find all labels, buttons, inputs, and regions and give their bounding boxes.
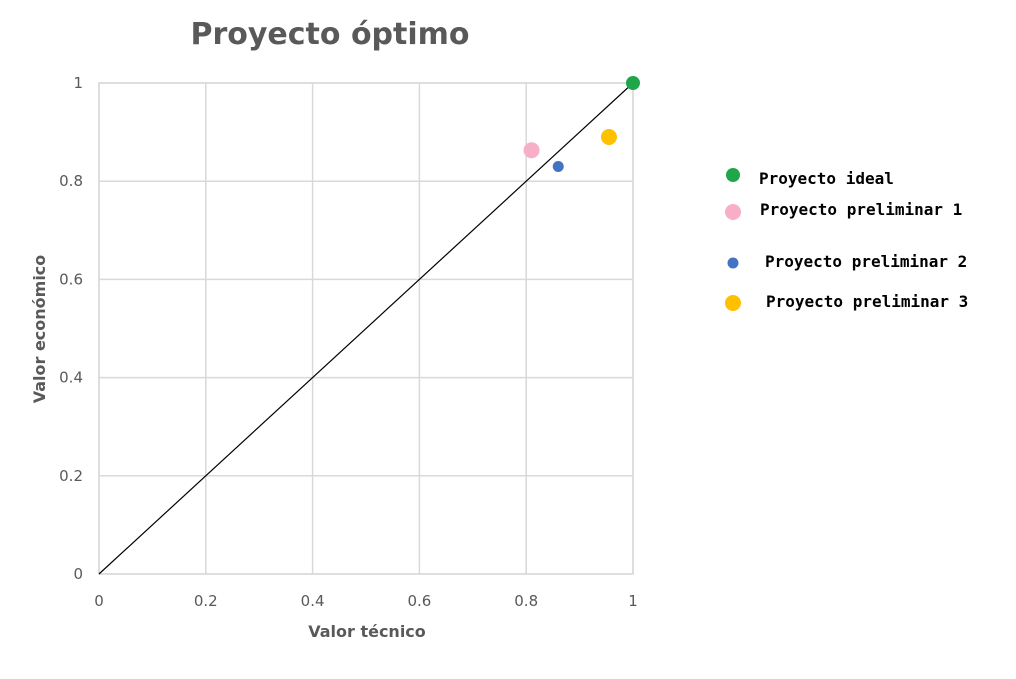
x-tick-label: 0: [94, 592, 104, 610]
y-tick-label: 0.4: [59, 369, 83, 387]
data-point-series-4: [600, 129, 617, 146]
x-tick-label: 1: [628, 592, 638, 610]
legend-marker-series-2: [725, 204, 741, 220]
y-axis-ticks: 0 0.2 0.4 0.6 0.8 1: [59, 74, 83, 583]
plot-area: [98, 82, 634, 575]
legend-label-series-4: Proyecto preliminar 3: [766, 292, 968, 311]
x-tick-label: 0.6: [407, 592, 431, 610]
data-point-series-2: [523, 142, 540, 159]
legend: Proyecto ideal Proyecto preliminar 1 Proye…: [725, 168, 968, 311]
x-axis-ticks: 0 0.2 0.4 0.6 0.8 1: [94, 592, 638, 610]
chart-title: Proyecto óptimo: [190, 17, 469, 52]
legend-marker-series-4: [725, 295, 741, 311]
reference-line: [98, 82, 634, 575]
y-tick-label: 0.2: [59, 467, 83, 485]
legend-marker-series-3: [727, 257, 739, 269]
y-tick-label: 1: [73, 74, 83, 92]
legend-marker-series-1: [726, 168, 740, 182]
legend-label-series-2: Proyecto preliminar 1: [760, 200, 962, 219]
legend-label-series-3: Proyecto preliminar 2: [765, 252, 967, 271]
x-tick-label: 0.4: [301, 592, 325, 610]
data-points: [523, 76, 640, 172]
y-tick-label: 0.6: [59, 270, 83, 288]
data-point-series-3: [552, 160, 564, 172]
x-tick-label: 0.8: [514, 592, 538, 610]
y-tick-label: 0: [73, 565, 83, 583]
legend-label-series-1: Proyecto ideal: [759, 169, 894, 188]
y-tick-label: 0.8: [59, 172, 83, 190]
y-axis-label: Valor económico: [30, 255, 49, 404]
x-tick-label: 0.2: [194, 592, 218, 610]
x-axis-label: Valor técnico: [308, 622, 426, 641]
data-point-series-1: [626, 76, 640, 90]
